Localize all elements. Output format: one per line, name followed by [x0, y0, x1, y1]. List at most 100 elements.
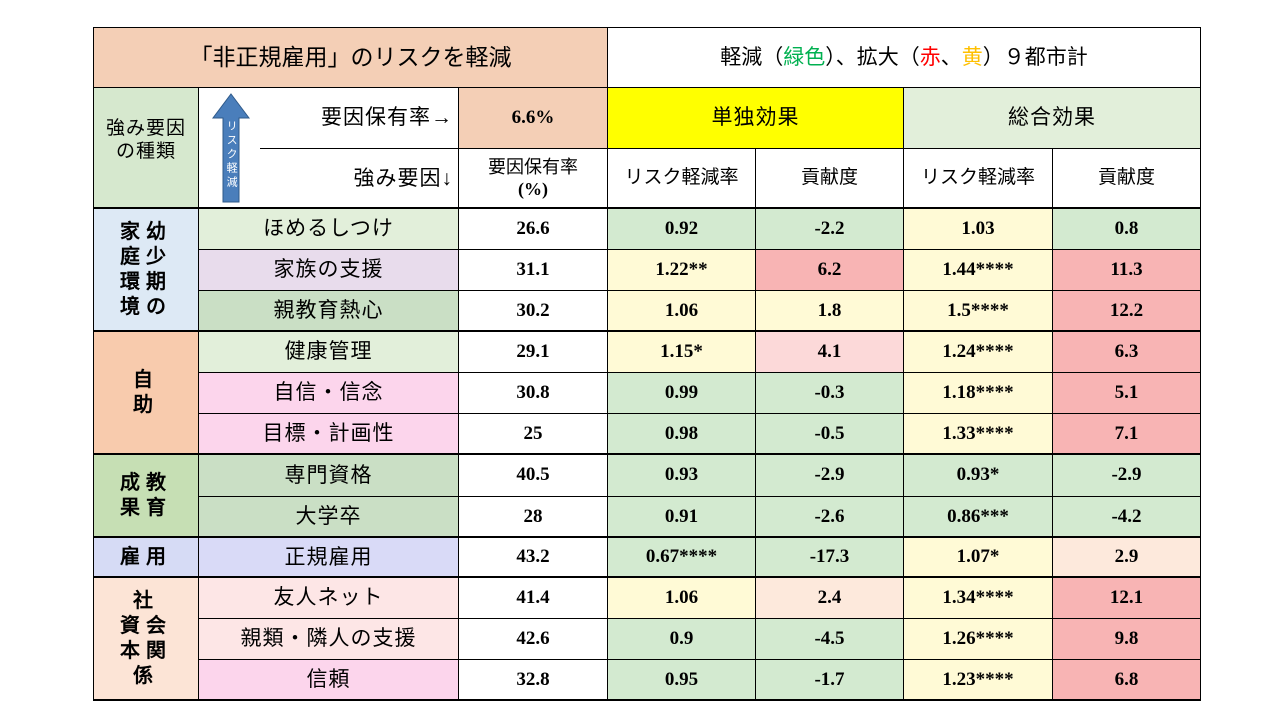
value-cell: 1.23**** [903, 659, 1053, 701]
value: 1.23**** [942, 668, 1014, 690]
value: 0.67**** [645, 546, 718, 568]
factor-cell: 目標・計画性 [198, 413, 459, 455]
value-cell: -2.9 [1052, 454, 1201, 497]
value: 0.9 [669, 627, 694, 649]
factor-cell: 自信・信念 [198, 372, 459, 414]
value: 29.1 [516, 340, 550, 362]
overall-rate: 6.6% [511, 106, 555, 128]
group-cell: 社資会 本関係 [93, 577, 199, 701]
value: 32.8 [516, 668, 550, 690]
value: -2.2 [814, 217, 845, 239]
value: 4.1 [817, 340, 842, 362]
factor: 目標・計画性 [262, 421, 395, 446]
value-cell: 0.95 [607, 659, 756, 701]
value-cell: 28 [458, 496, 608, 538]
value: 1.8 [817, 299, 842, 321]
group-cell: 雇用 [93, 537, 199, 578]
value-cell: -0.5 [755, 413, 904, 455]
factor-cell: 友人ネット [198, 577, 459, 619]
value-cell: 1.33**** [903, 413, 1053, 455]
value: 30.2 [516, 299, 550, 321]
value-cell: 0.93 [607, 454, 756, 497]
value-cell: 30.8 [458, 372, 608, 414]
group-label: 庭少 [120, 246, 172, 268]
value: 6.3 [1114, 340, 1139, 362]
rate-col-text: (%) [518, 178, 548, 199]
value: 1.07* [956, 546, 1000, 568]
value-cell: 26.6 [458, 208, 608, 250]
factor: 大学卒 [295, 504, 362, 529]
rate-col-text: 要因保有率 [488, 156, 578, 177]
value-cell: 1.8 [755, 290, 904, 332]
value: 2.4 [817, 586, 842, 608]
value: 5.1 [1114, 381, 1139, 403]
group-label: 資会 [120, 615, 172, 637]
factor-cell: 信頼 [198, 659, 459, 701]
group-cell: 家幼 庭少 環期 境の [93, 208, 199, 332]
value-cell: 40.5 [458, 454, 608, 497]
value: -17.3 [809, 546, 850, 568]
value: 11.3 [1110, 258, 1143, 280]
legend-text: 軽減（ [720, 44, 784, 69]
value: 12.1 [1109, 586, 1144, 608]
group-label: 果育 [120, 497, 172, 519]
value-cell: 0.8 [1052, 208, 1201, 250]
value: 1.5**** [947, 299, 1009, 321]
group-label: 環期 [120, 271, 172, 293]
factor: 親類・隣人の支援 [240, 626, 417, 651]
value-cell: 11.3 [1052, 249, 1201, 291]
value-cell: 0.9 [607, 618, 756, 660]
sub-header: 貢献度 [755, 148, 904, 209]
sub-header-text: 貢献度 [1097, 167, 1155, 189]
value: 9.8 [1114, 627, 1139, 649]
factor: 正規雇用 [284, 544, 373, 569]
title: 「非正規雇用」のリスクを軽減 [189, 44, 512, 70]
value-cell: -2.9 [755, 454, 904, 497]
group-label: 境の [120, 296, 172, 318]
value: -0.5 [814, 422, 845, 444]
factor: 信頼 [306, 667, 351, 692]
group-label: 雇用 [120, 546, 172, 568]
value: 28 [523, 505, 543, 527]
value: -1.7 [814, 668, 845, 690]
value: 42.6 [516, 627, 550, 649]
value-cell: 25 [458, 413, 608, 455]
legend-text: 緑色 [783, 44, 826, 69]
group-cell: 成教 果育 [93, 454, 199, 538]
legend-text: 黄 [961, 44, 983, 69]
group-header-text: の種類 [115, 140, 176, 162]
value: 25 [523, 422, 543, 444]
factor-cell: 正規雇用 [198, 537, 459, 578]
value: -0.3 [814, 381, 845, 403]
arrow-shape [211, 93, 250, 203]
factor: 専門資格 [284, 462, 373, 487]
value-cell: 6.3 [1052, 331, 1201, 373]
factor-cell: 専門資格 [198, 454, 459, 497]
value-cell: 1.26**** [903, 618, 1053, 660]
value: 1.03 [961, 217, 995, 239]
value-cell: 2.4 [755, 577, 904, 619]
value-cell: 1.44**** [903, 249, 1053, 291]
value: 43.2 [516, 546, 550, 568]
value-cell: 0.92 [607, 208, 756, 250]
value: 0.93 [664, 464, 699, 486]
overall-rate-cell: 6.6% [458, 87, 608, 149]
sub-header-text: リスク軽減率 [920, 167, 1035, 189]
value-cell: -1.7 [755, 659, 904, 701]
arrow-label: リスク軽減 [225, 120, 238, 190]
value: 1.22** [655, 258, 708, 280]
rate-label: 要因保有率→ [321, 105, 453, 130]
group-cell: 自助 [93, 331, 199, 455]
value: 1.33**** [942, 422, 1014, 444]
value: 1.18**** [942, 381, 1014, 403]
factor-cell: 健康管理 [198, 331, 459, 373]
factor-cell: 大学卒 [198, 496, 459, 538]
value: 0.86*** [947, 505, 1009, 527]
value: 0.95 [664, 668, 699, 690]
value-cell: -2.2 [755, 208, 904, 250]
legend-cell: 軽減（ 緑色 ）、拡大（赤、黄）９都市計 [607, 27, 1201, 88]
value-cell: 12.2 [1052, 290, 1201, 332]
value: -4.2 [1111, 505, 1142, 527]
value: 6.2 [817, 258, 842, 280]
